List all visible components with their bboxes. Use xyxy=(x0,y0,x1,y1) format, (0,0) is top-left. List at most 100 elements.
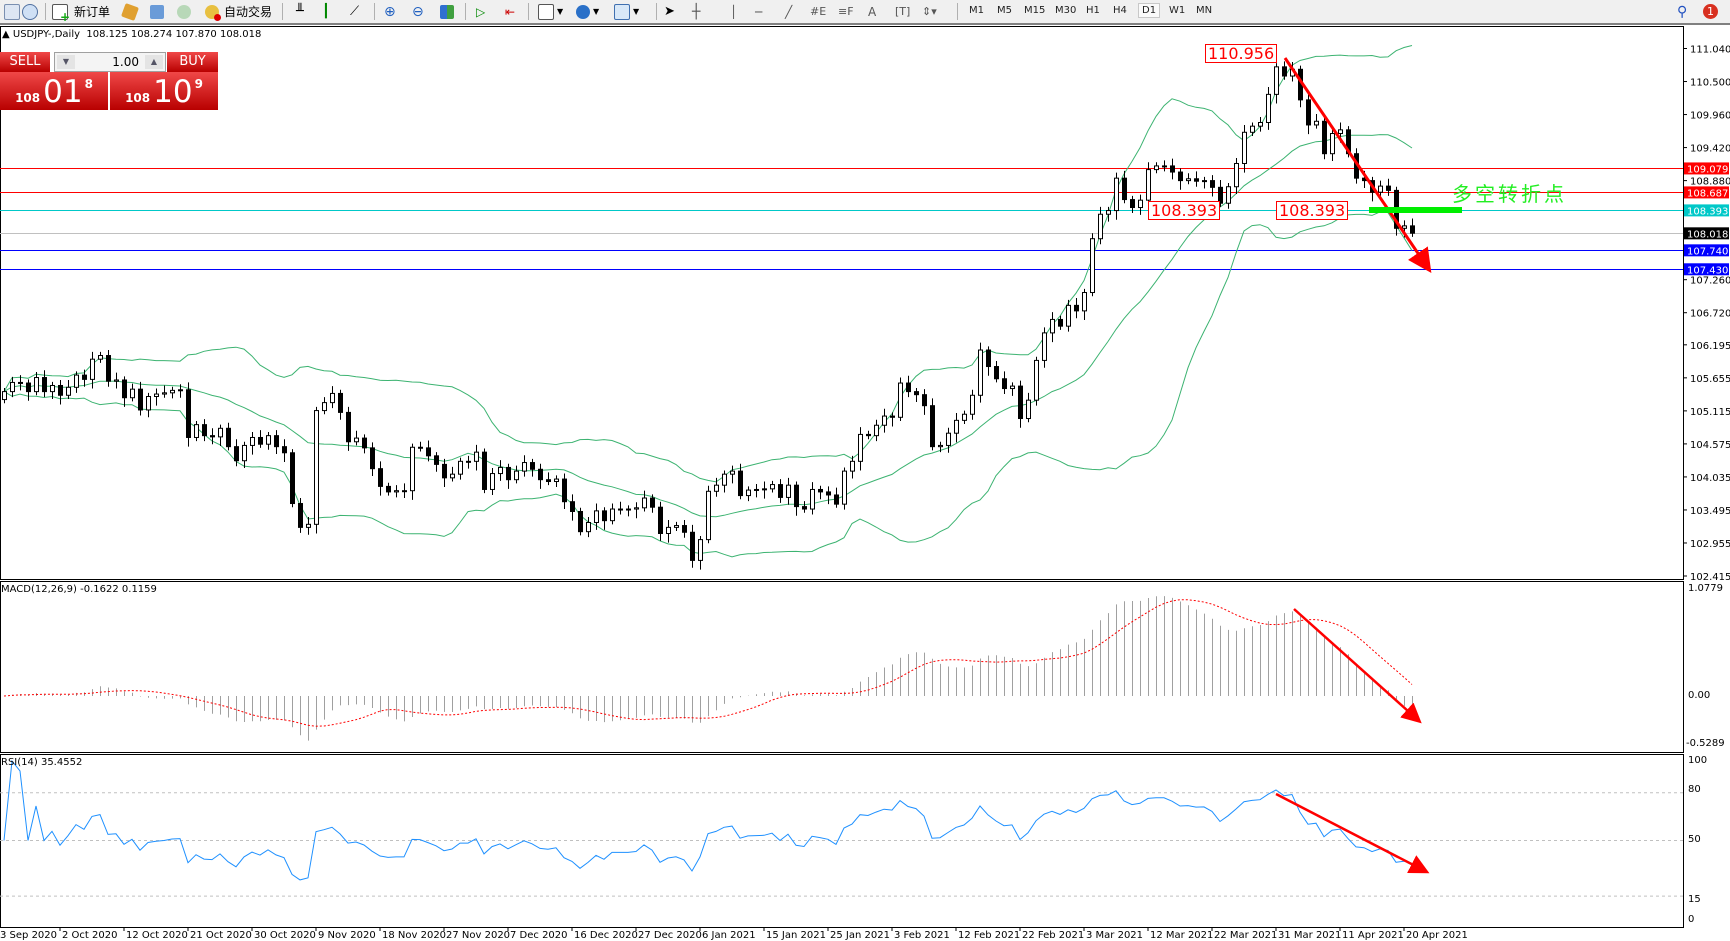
candle-bullish xyxy=(1266,93,1271,124)
candle-bullish xyxy=(554,478,559,483)
candle-bullish xyxy=(1138,199,1143,209)
candle-bearish xyxy=(1218,186,1223,204)
price-level-value: 108.687 xyxy=(1687,188,1728,199)
tile-windows-icon[interactable] xyxy=(440,3,454,20)
zoom-out-icon[interactable]: ⊖ xyxy=(412,3,424,20)
candle-bearish xyxy=(738,470,743,497)
candle-bullish xyxy=(714,484,719,492)
signals-icon[interactable] xyxy=(177,3,191,20)
buy-price-button[interactable]: 108 10 9 xyxy=(110,72,218,110)
text-icon[interactable]: A xyxy=(868,4,877,19)
candle-bearish xyxy=(42,377,47,393)
cursor-icon[interactable]: ➤ xyxy=(664,4,675,19)
candle-bearish xyxy=(58,384,63,396)
candle-bullish xyxy=(1330,133,1335,155)
window-icon[interactable] xyxy=(4,3,20,20)
price-level-value: 107.740 xyxy=(1687,246,1728,257)
candle-bullish xyxy=(162,392,167,395)
timeframe-m5[interactable]: M5 xyxy=(997,5,1012,16)
line-chart-icon[interactable]: ⟋ xyxy=(350,4,360,19)
new-order-button[interactable]: + 新订单 xyxy=(52,3,110,23)
notifications-button[interactable]: 1 xyxy=(1703,3,1718,20)
lot-decrease-button[interactable]: ▼ xyxy=(57,55,75,69)
candle-bearish xyxy=(1170,165,1175,173)
sell-button[interactable]: SELL xyxy=(0,52,50,72)
candle-bullish xyxy=(882,415,887,426)
candle-bearish xyxy=(986,349,991,368)
candle-bullish xyxy=(666,526,671,534)
candle-bearish xyxy=(650,497,655,508)
rsi-tick-100: 100 xyxy=(1688,755,1708,766)
candle-bearish xyxy=(1210,180,1215,188)
fibonacci-icon[interactable]: ≡F xyxy=(838,5,854,18)
candle-bullish xyxy=(674,525,679,528)
candle-bearish xyxy=(234,446,239,462)
auto-trading-icon xyxy=(205,4,221,21)
periods-button[interactable]: ▼ xyxy=(576,3,599,20)
bar-chart-icon[interactable]: ╨ xyxy=(296,4,304,19)
candle-bullish xyxy=(1082,292,1087,312)
market-watch-icon[interactable] xyxy=(22,3,38,20)
candle-bullish xyxy=(1250,125,1255,133)
candle-bearish xyxy=(258,436,263,445)
date-axis-label: 7 Dec 2020 xyxy=(510,930,568,941)
sell-price-button[interactable]: 108 01 8 xyxy=(0,72,108,110)
timeframe-m15[interactable]: M15 xyxy=(1024,5,1046,16)
candle-bearish xyxy=(290,452,295,505)
history-icon[interactable] xyxy=(121,2,139,21)
candle-bullish xyxy=(874,424,879,437)
zoom-in-icon[interactable]: ⊕ xyxy=(384,3,396,20)
candle-bullish xyxy=(466,460,471,463)
candle-bearish xyxy=(778,484,783,498)
equidistant-channel-icon[interactable]: #E xyxy=(810,5,827,18)
date-axis-label: 27 Nov 2020 xyxy=(446,930,511,941)
candle-bearish xyxy=(794,484,799,508)
candle-bullish xyxy=(698,539,703,561)
candlestick-icon[interactable]: ┃ xyxy=(322,4,330,19)
candle-bullish xyxy=(1258,122,1263,127)
horizontal-line-icon[interactable]: ─ xyxy=(755,4,763,19)
trendline-icon[interactable]: ╱ xyxy=(785,4,793,19)
timeframe-m30[interactable]: M30 xyxy=(1055,5,1077,16)
candle-bearish xyxy=(530,462,535,470)
auto-scroll-icon[interactable]: ▷ xyxy=(476,4,486,19)
chart-shift-icon[interactable]: ⇤ xyxy=(505,4,516,19)
timeframe-mn[interactable]: MN xyxy=(1196,5,1213,16)
crosshair-icon[interactable]: ┼ xyxy=(692,3,701,20)
candle-bearish xyxy=(690,531,695,561)
timeframe-m1[interactable]: M1 xyxy=(969,5,984,16)
candle-bullish xyxy=(1162,165,1167,168)
timeframe-h4[interactable]: H4 xyxy=(1113,5,1127,16)
lot-input[interactable]: 1.00 xyxy=(112,55,139,69)
notification-badge: 1 xyxy=(1703,4,1718,19)
lot-stepper[interactable]: ▼ 1.00 ▲ xyxy=(54,52,166,72)
macd-panel[interactable] xyxy=(0,581,1684,753)
lot-increase-button[interactable]: ▲ xyxy=(145,55,163,69)
auto-trading-button[interactable]: 自动交易 xyxy=(205,3,272,21)
indicators-button[interactable]: ▼ xyxy=(538,3,563,20)
macd-tick-min: -0.5289 xyxy=(1686,738,1725,749)
candle-bullish xyxy=(218,427,223,438)
search-icon[interactable]: ⚲ xyxy=(1677,3,1688,20)
candle-bullish xyxy=(66,386,71,396)
timeframe-h1[interactable]: H1 xyxy=(1086,5,1100,16)
date-axis-label: 3 Sep 2020 xyxy=(0,930,58,941)
vertical-line-icon[interactable]: │ xyxy=(730,4,738,19)
candle-bullish xyxy=(450,473,455,479)
rsi-tick-15: 15 xyxy=(1688,894,1701,905)
chart-collapse-icon[interactable]: ▲ xyxy=(2,29,13,40)
candle-bullish xyxy=(306,523,311,528)
terminal-icon[interactable] xyxy=(150,3,164,20)
date-axis-label: 3 Feb 2021 xyxy=(894,930,950,941)
candle-bearish xyxy=(378,468,383,487)
timeframe-d1[interactable]: D1 xyxy=(1138,3,1161,18)
timeframe-w1[interactable]: W1 xyxy=(1169,5,1186,16)
price-level-value: 108.393 xyxy=(1687,206,1728,217)
arrows-icon[interactable]: ⇕▾ xyxy=(922,5,937,18)
templates-button[interactable]: ▼ xyxy=(614,3,639,20)
price-level-tag xyxy=(1684,204,1729,217)
buy-button[interactable]: BUY xyxy=(167,52,218,72)
text-label-icon[interactable]: [T] xyxy=(895,5,911,18)
peak-price-label: 110.956 xyxy=(1205,44,1278,63)
